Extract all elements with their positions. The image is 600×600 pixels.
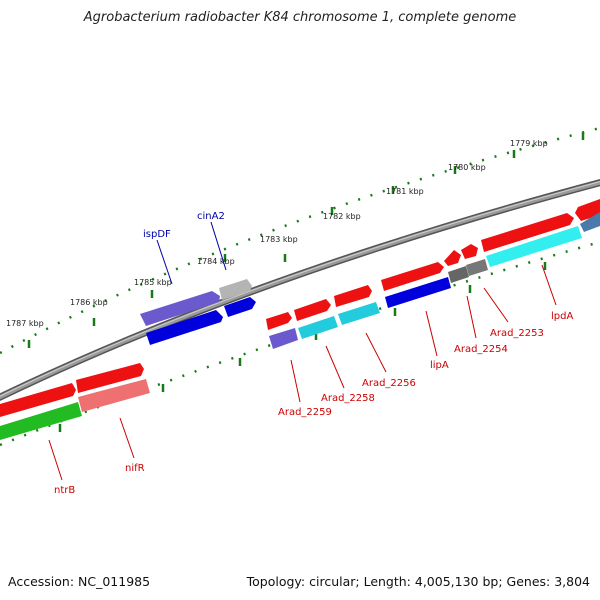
- gene-label-lipA: lipA: [430, 360, 449, 371]
- gene-arrow[interactable]: [146, 310, 223, 345]
- ruler-label-1784: 1784 kbp: [197, 257, 235, 266]
- gene-arrow[interactable]: [461, 244, 478, 259]
- ruler-label-1781: 1781 kbp: [386, 187, 424, 196]
- gene-arrow[interactable]: [219, 279, 252, 300]
- ruler-label-1782: 1782 kbp: [323, 212, 361, 221]
- gene-label-Arad_2258: Arad_2258: [321, 393, 375, 404]
- gene-arrow[interactable]: [575, 199, 600, 221]
- gene-arrow[interactable]: [140, 291, 220, 326]
- accession-text: Accession: NC_011985: [8, 574, 151, 589]
- label-leader-lines: [48, 221, 557, 481]
- gene-arrow[interactable]: [486, 226, 582, 267]
- gene-arrow[interactable]: [385, 277, 451, 308]
- ruler-label-1779: 1779 kbp: [510, 139, 548, 148]
- page-title: Agrobacterium radiobacter K84 chromosome…: [83, 10, 517, 25]
- gene-label-Arad_2256: Arad_2256: [362, 378, 416, 389]
- gene-label-Arad_2254: Arad_2254: [454, 344, 508, 355]
- gene-arrow[interactable]: [269, 328, 298, 349]
- gene-label-ispDF: ispDF: [143, 229, 171, 240]
- gene-arrow[interactable]: [76, 363, 144, 393]
- gene-arrows-left: [0, 363, 150, 440]
- gene-arrow[interactable]: [580, 212, 600, 232]
- chromosome-backbone: [0, 179, 600, 402]
- gene-arrow[interactable]: [334, 285, 372, 307]
- gene-arrows-row-1: [140, 199, 600, 326]
- gene-arrow[interactable]: [444, 250, 461, 266]
- genome-summary-text: Topology: circular; Length: 4,005,130 bp…: [246, 574, 590, 589]
- gene-arrow[interactable]: [294, 299, 331, 321]
- gene-arrow[interactable]: [381, 262, 444, 291]
- outer-ruler-major-ticks: [27, 132, 585, 348]
- gene-label-Arad_2253: Arad_2253: [490, 328, 544, 339]
- gene-label-Arad_2259: Arad_2259: [278, 407, 332, 418]
- gene-arrow[interactable]: [0, 383, 76, 417]
- ruler-label-1783: 1783 kbp: [260, 235, 298, 244]
- ruler-label-1786: 1786 kbp: [70, 298, 108, 307]
- gene-label-cinA2: cinA2: [197, 211, 225, 222]
- gene-arrow[interactable]: [224, 297, 256, 317]
- gene-arrow[interactable]: [481, 213, 574, 252]
- gene-label-lpdA: lpdA: [551, 311, 573, 322]
- gene-arrow[interactable]: [448, 266, 469, 283]
- gene-arrow[interactable]: [338, 302, 380, 325]
- gene-arrow[interactable]: [466, 259, 488, 276]
- gene-arrow[interactable]: [298, 316, 338, 339]
- ruler-label-1787: 1787 kbp: [6, 319, 44, 328]
- ruler-label-1780: 1780 kbp: [448, 163, 486, 172]
- ruler-label-1785: 1785 kbp: [134, 278, 172, 287]
- gene-label-ntrB: ntrB: [54, 485, 75, 496]
- gene-arrow[interactable]: [78, 379, 150, 412]
- gene-arrow[interactable]: [266, 312, 292, 330]
- gene-arrows-row-2: [146, 213, 574, 345]
- gene-arrows-row-3: [269, 226, 582, 349]
- gene-label-nifR: nifR: [125, 463, 145, 474]
- gene-arrow[interactable]: [0, 402, 82, 440]
